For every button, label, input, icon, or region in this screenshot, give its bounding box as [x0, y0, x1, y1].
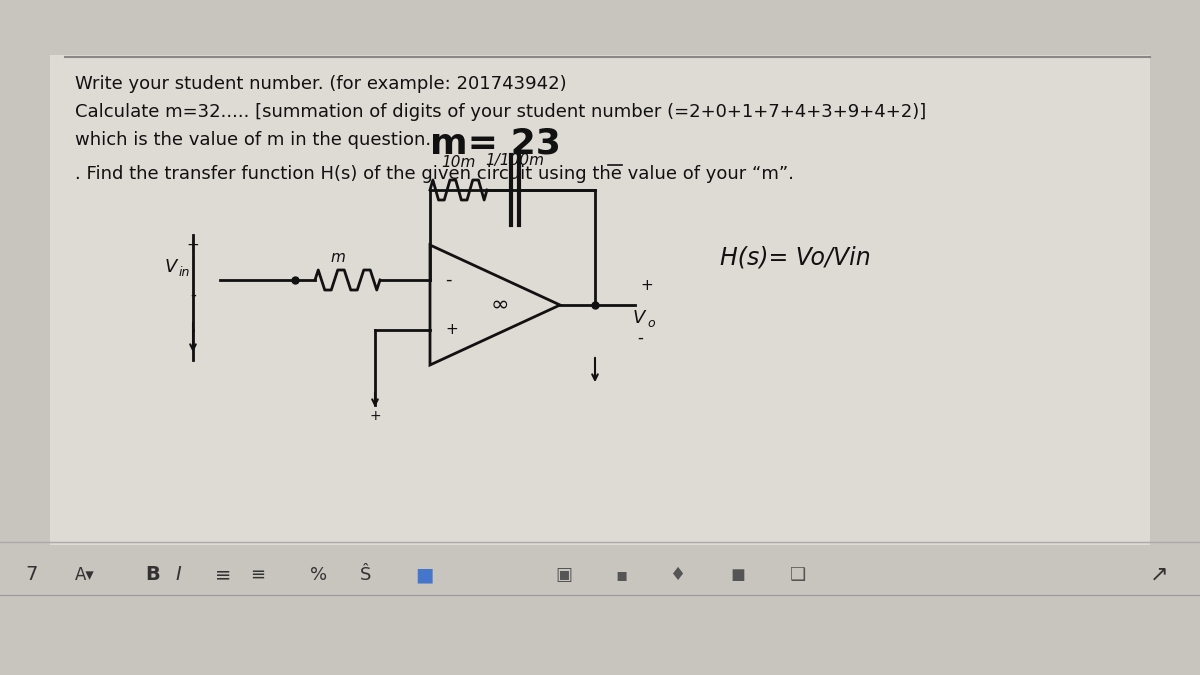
Text: -: - — [637, 329, 643, 347]
Text: -: - — [190, 286, 196, 304]
Text: %: % — [310, 566, 328, 584]
Text: which is the value of m in the question.: which is the value of m in the question. — [74, 131, 431, 149]
Text: 1/100m: 1/100m — [486, 153, 545, 168]
Text: 10m: 10m — [442, 155, 475, 170]
Text: -: - — [445, 271, 451, 289]
Text: I: I — [175, 566, 181, 585]
Text: . Find the transfer function H(s) of the given circuit using the value of your “: . Find the transfer function H(s) of the… — [74, 165, 794, 183]
Text: ≡: ≡ — [215, 566, 232, 585]
Text: +: + — [445, 323, 457, 338]
Text: ◼: ◼ — [730, 566, 745, 584]
Text: A▾: A▾ — [74, 566, 95, 584]
FancyBboxPatch shape — [50, 55, 1150, 545]
Text: ▪: ▪ — [616, 566, 628, 584]
Text: 7: 7 — [25, 566, 37, 585]
Text: Calculate m=32..... [summation of digits of your student number (=2+0+1+7+4+3+9+: Calculate m=32..... [summation of digits… — [74, 103, 926, 121]
Text: m= 23: m= 23 — [430, 126, 560, 160]
Text: B: B — [145, 566, 160, 585]
Text: +: + — [187, 238, 199, 253]
Text: ↗: ↗ — [1150, 565, 1169, 585]
Text: o: o — [647, 317, 655, 330]
Text: Ŝ: Ŝ — [360, 566, 371, 584]
Text: ■: ■ — [415, 566, 433, 585]
Text: ❑: ❑ — [790, 566, 806, 584]
Text: V: V — [166, 258, 178, 276]
Text: V: V — [634, 309, 646, 327]
FancyBboxPatch shape — [0, 545, 1200, 675]
Text: +: + — [370, 409, 380, 423]
Text: ♦: ♦ — [670, 566, 686, 584]
Text: m: m — [330, 250, 344, 265]
Text: in: in — [179, 266, 191, 279]
Text: ∞: ∞ — [491, 295, 509, 315]
Text: +: + — [640, 278, 653, 293]
Text: H(s)= Vo/Vin: H(s)= Vo/Vin — [720, 246, 871, 270]
Text: Write your student number. (for example: 201743942): Write your student number. (for example:… — [74, 75, 566, 93]
Text: ≡: ≡ — [250, 566, 265, 584]
Text: ▣: ▣ — [554, 566, 572, 584]
